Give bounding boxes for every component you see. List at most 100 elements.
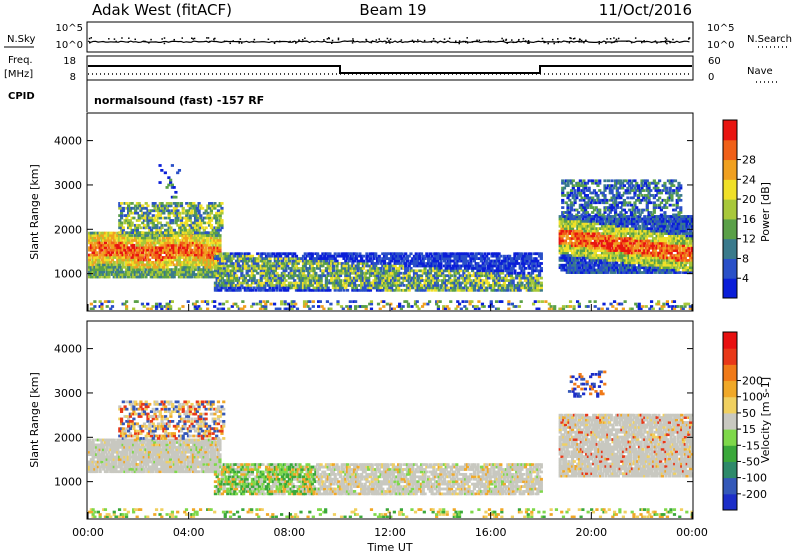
echo-cell [385,272,388,275]
echo-cell [164,204,167,207]
frequency-trace [88,66,692,73]
echo-cell [615,254,618,257]
echo-cell [506,289,509,292]
echo-cell [146,224,149,227]
nsearch-point [611,42,613,44]
echo-cell [230,252,233,255]
echo-cell [190,234,193,237]
echo-cell [218,244,221,247]
echo-cell [253,267,256,270]
echo-cell [413,277,416,280]
echo-cell [401,282,404,285]
echo-cell [540,252,543,255]
echo-cell [529,274,532,277]
nsearch-point [390,38,392,40]
echo-cell [210,202,213,205]
echo-cell [476,262,479,265]
echo-cell [247,267,250,270]
echo-cell [210,246,213,249]
echo-cell [158,181,161,184]
echo-cell [409,267,412,270]
echo-cell [634,230,637,233]
echo-cell [180,249,183,252]
echo-cell [113,263,116,266]
echo-cell [283,282,286,285]
echo-cell [127,239,130,242]
nsearch-point [229,43,231,45]
echo-cell [233,272,236,275]
echo-cell [443,282,446,285]
echo-cell [580,254,583,257]
echo-cell [206,237,209,240]
echo-cell [173,186,176,189]
echo-cell [332,255,335,258]
echo-cell [137,271,140,274]
echo-cell [208,222,211,225]
echo-cell [587,232,590,235]
echo-cell [466,269,469,272]
nsearch-point [292,41,294,43]
echo-cell [520,284,523,287]
echo-cell [263,284,266,287]
echo-cell [286,274,289,277]
echo-cell [223,267,226,270]
echo-cell [185,214,188,217]
echo-cell [453,277,456,280]
echo-cell [97,259,100,262]
echo-cell [263,286,266,289]
echo-cell [615,235,618,238]
freq-tick-top: 18 [63,56,76,67]
echo-cell [178,169,181,172]
echo-cell [638,259,641,262]
echo-cell [265,257,268,260]
echo-cell [136,229,139,232]
echo-cell [388,262,391,265]
echo-cell [341,286,344,289]
echo-cell [473,289,476,292]
echo-cell [144,251,147,254]
echo-cell [145,202,148,205]
echo-cell [284,269,287,272]
echo-cell [436,284,439,287]
echo-cell [448,277,451,280]
echo-cell [238,289,241,292]
echo-cell [131,224,134,227]
nsearch-point [503,40,505,42]
echo-cell [480,252,483,255]
echo-cell [328,269,331,272]
echo-cell [129,219,132,222]
echo-cell [585,222,588,225]
echo-cell [309,279,312,282]
nsearch-point [557,38,559,40]
echo-cell [613,232,616,235]
nsearch-point [666,39,668,41]
nsearch-point [128,41,130,43]
echo-cell [291,255,294,258]
echo-cell [383,260,386,263]
nsearch-point [490,41,492,43]
echo-cell [256,262,259,265]
echo-cell [176,217,179,220]
nsearch-point [143,41,145,43]
echo-cell [439,260,442,263]
echo-cell [408,255,411,258]
echo-cell [320,282,323,285]
echo-cell [231,269,234,272]
echo-cell [388,277,391,280]
echo-cell [168,214,171,217]
echo-cell [223,272,226,275]
echo-cell [144,268,147,271]
echo-cell [196,231,199,234]
echo-cell [206,212,209,215]
echo-cell [411,286,414,289]
echo-cell [178,246,181,249]
nsearch-point [669,42,671,44]
nsearch-point [585,40,587,42]
echo-cell [503,282,506,285]
echo-cell [401,257,404,260]
nsearch-point [462,41,464,43]
echo-cell [353,269,356,272]
echo-cell [123,276,126,279]
echo-cell [342,289,345,292]
echo-cell [220,202,223,205]
